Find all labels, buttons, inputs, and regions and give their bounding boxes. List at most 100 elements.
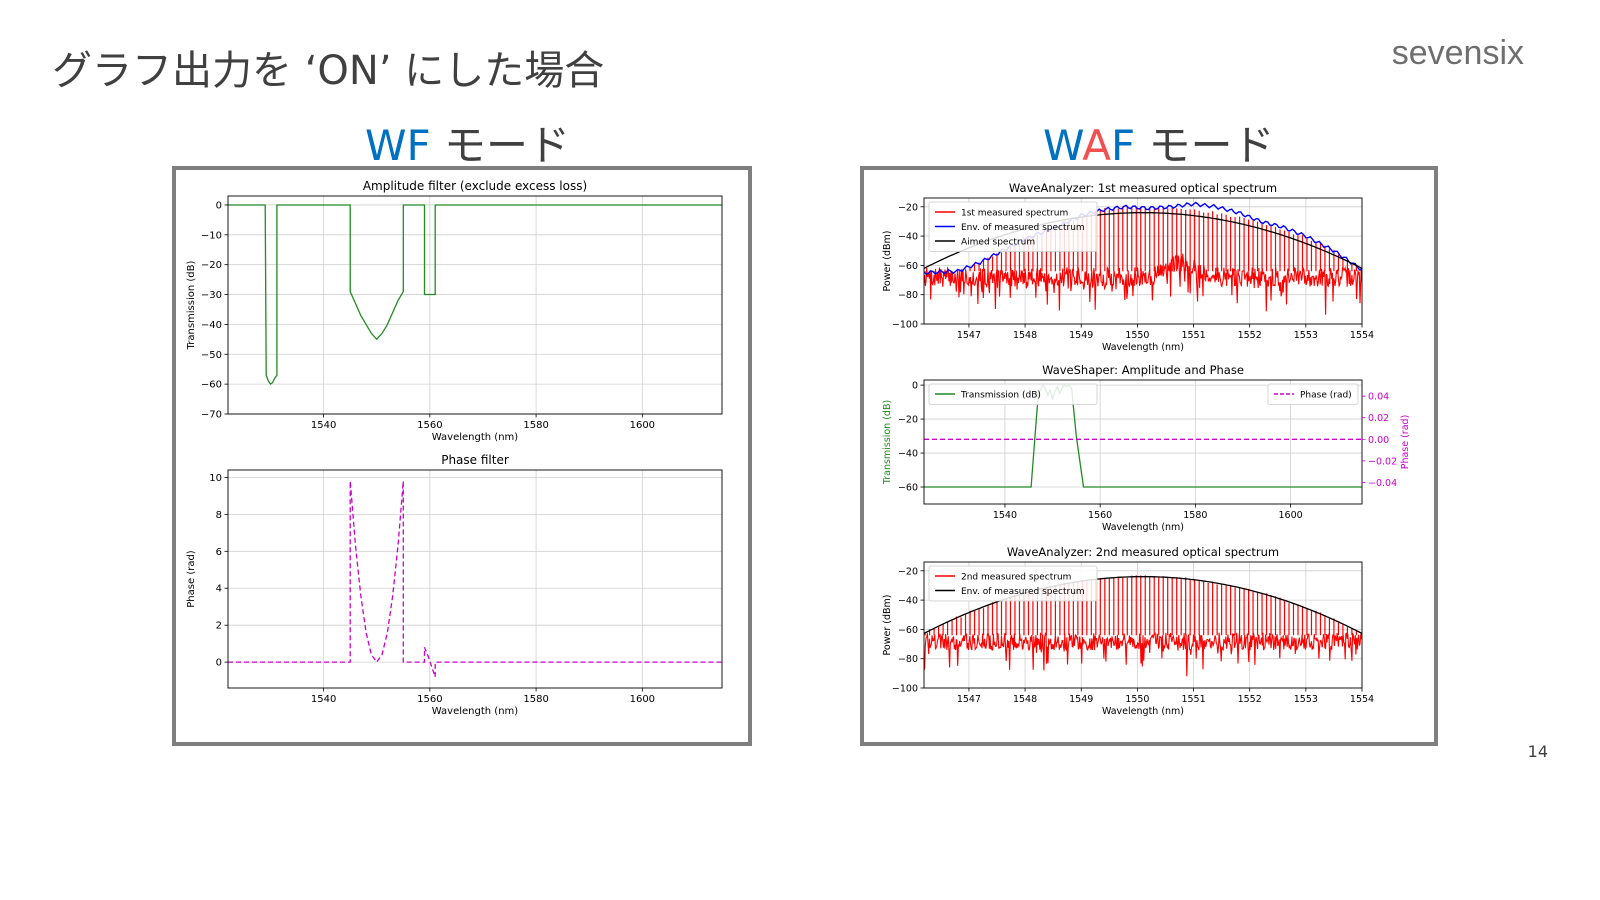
plot-frame — [227, 469, 723, 689]
legend-label: Env. of measured spectrum — [961, 223, 1085, 233]
chart-title: Phase filter — [441, 453, 509, 467]
x-tick-label: 1549 — [1069, 694, 1093, 705]
y-tick-label: 8 — [216, 510, 222, 521]
y-tick-label: −80 — [898, 290, 918, 301]
waf-letter-f: F — [1110, 121, 1136, 170]
page-number: 14 — [1527, 742, 1548, 761]
y2-axis-label: Phase (rad) — [1400, 415, 1411, 470]
y-tick-label: 4 — [216, 584, 222, 595]
waf-mode-suffix: モード — [1135, 121, 1275, 170]
legend-label: Phase (rad) — [1300, 391, 1352, 401]
y-tick-label: −40 — [898, 596, 918, 607]
y-tick-label: −100 — [892, 684, 918, 695]
y-tick-label: −40 — [898, 232, 918, 243]
legend-left-box — [928, 565, 1098, 602]
x-tick-label: 1580 — [523, 420, 548, 431]
y-tick-label: −40 — [898, 449, 918, 460]
plot-area — [228, 481, 722, 678]
y2-tick-label: −0.04 — [1368, 478, 1397, 489]
y2-tick-label: 0.00 — [1368, 435, 1389, 446]
y-tick-label: −100 — [892, 320, 918, 331]
legend-label: Aimed spectrum — [961, 238, 1035, 248]
waf-mode-heading: WAF モード — [1043, 112, 1275, 173]
x-axis-label: Wavelength (nm) — [1102, 342, 1184, 353]
waf-letter-w: W — [1043, 121, 1083, 170]
aimed-spectrum-line — [924, 576, 1362, 635]
y-tick-label: −60 — [201, 380, 222, 391]
x-tick-label: 1560 — [1088, 510, 1112, 521]
y-tick-label: −50 — [201, 350, 222, 361]
plot-area — [924, 201, 1362, 315]
y-axis-label: Power (dBm) — [882, 231, 893, 292]
x-tick-label: 1548 — [1013, 330, 1037, 341]
y-tick-label: −40 — [201, 320, 222, 331]
wf-letter-w: W — [365, 121, 407, 170]
y-tick-label: 0 — [216, 658, 222, 669]
legend-label: 1st measured spectrum — [961, 209, 1068, 219]
x-tick-label: 1540 — [311, 420, 336, 431]
y-tick-label: 10 — [209, 473, 222, 484]
measured-noise-floor — [924, 630, 1362, 677]
brand-logo: sevensix — [1391, 34, 1524, 72]
x-tick-label: 1551 — [1181, 330, 1205, 341]
x-tick-label: 1580 — [523, 694, 548, 705]
plot-frame — [923, 197, 1363, 325]
chart-title: WaveAnalyzer: 1st measured optical spect… — [1009, 181, 1277, 195]
plot-frame — [923, 561, 1363, 689]
y-axis-label: Transmission (dB) — [186, 261, 197, 351]
x-tick-label: 1550 — [1125, 330, 1149, 341]
x-tick-label: 1553 — [1294, 330, 1318, 341]
x-tick-label: 1548 — [1013, 694, 1037, 705]
series-line — [228, 481, 722, 678]
measured-noise-floor — [924, 253, 1362, 315]
x-tick-label: 1554 — [1350, 694, 1374, 705]
x-tick-label: 1551 — [1181, 694, 1205, 705]
series-line — [228, 204, 722, 386]
y-tick-label: 0 — [216, 200, 222, 211]
x-tick-label: 1580 — [1183, 510, 1207, 521]
y-tick-label: −80 — [898, 654, 918, 665]
slide-title: グラフ出力を ‘ON’ にした場合 — [52, 48, 605, 94]
x-tick-label: 1547 — [957, 330, 981, 341]
waveshaper-chart: 1540 1560 1580 1600 0 −20 −40 −60 0.04 0.02 0.00 −0… — [882, 363, 1411, 533]
x-tick-label: 1600 — [630, 420, 655, 431]
legend-label: Env. of measured spectrum — [961, 587, 1085, 597]
y-axis-label: Phase (rad) — [186, 550, 197, 608]
y2-tick-label: 0.04 — [1368, 392, 1389, 403]
chart-title: WaveShaper: Amplitude and Phase — [1042, 363, 1244, 377]
x-tick-label: 1549 — [1069, 330, 1093, 341]
y-tick-label: 2 — [216, 621, 222, 632]
x-tick-label: 1600 — [1278, 510, 1302, 521]
x-tick-label: 1550 — [1125, 694, 1149, 705]
legend-left-box — [928, 383, 1098, 405]
x-tick-label: 1552 — [1238, 330, 1262, 341]
wf-mode-suffix: モード — [430, 121, 571, 170]
waveanalyzer-2nd-chart: 1547 1548 1549 1550 1551 1552 1553 1554 −20 −40 −6… — [882, 545, 1374, 717]
amplitude-filter-chart: 1540 1560 1580 1600 0 −10 −20 −30 −40 −50 −60 −70 Am… — [186, 179, 723, 443]
y-tick-label: −20 — [898, 566, 918, 577]
x-axis-label: Wavelength (nm) — [1102, 706, 1184, 717]
x-tick-label: 1554 — [1350, 330, 1374, 341]
plot-frame — [923, 379, 1363, 505]
waf-letter-a: A — [1082, 121, 1111, 170]
y-tick-label: −20 — [898, 415, 918, 426]
waveanalyzer-1st-chart: 1547 1548 1549 1550 1551 1552 1553 1554 −20 −40 −6… — [882, 181, 1374, 353]
y-tick-label: −60 — [898, 261, 918, 272]
phase-filter-chart: 1540 1560 1580 1600 0 2 4 6 8 10 Phase filter Wavel… — [186, 453, 723, 717]
waf-figure-panel: 1547 1548 1549 1550 1551 1552 1553 1554 −20 −40 −6… — [860, 166, 1438, 746]
y-tick-label: −30 — [201, 290, 222, 301]
x-tick-label: 1552 — [1238, 694, 1262, 705]
x-tick-label: 1540 — [993, 510, 1017, 521]
x-tick-label: 1560 — [417, 420, 442, 431]
x-axis-label: Wavelength (nm) — [432, 432, 518, 443]
legend-left-box — [928, 201, 1098, 252]
y-tick-label: −60 — [898, 625, 918, 636]
x-tick-label: 1600 — [630, 694, 655, 705]
x-tick-label: 1540 — [311, 694, 336, 705]
y-axis-label: Power (dBm) — [882, 595, 893, 656]
legend-right-box — [1267, 383, 1359, 405]
y-tick-label: −60 — [898, 483, 918, 494]
waf-figure: 1547 1548 1549 1550 1551 1552 1553 1554 −20 −40 −6… — [882, 181, 1411, 717]
chart-title: Amplitude filter (exclude excess loss) — [363, 179, 587, 193]
wf-letter-f: F — [406, 121, 431, 170]
